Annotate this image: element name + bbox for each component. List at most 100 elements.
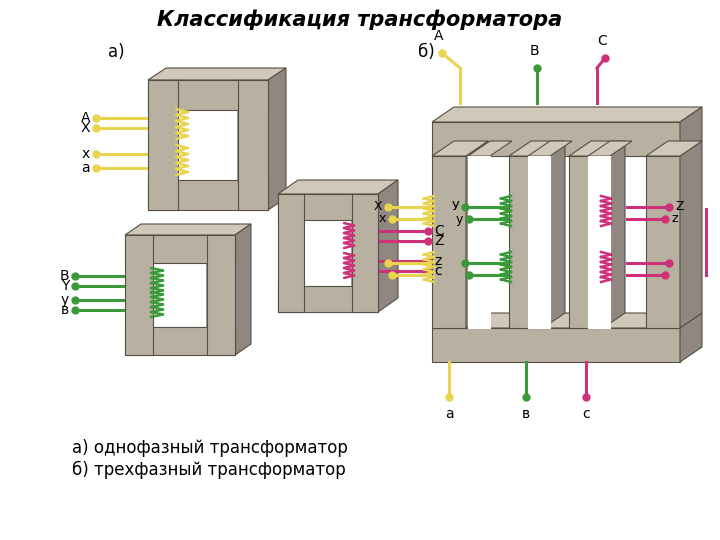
Polygon shape <box>680 141 702 328</box>
Polygon shape <box>468 141 512 156</box>
Polygon shape <box>528 156 550 328</box>
Text: A: A <box>434 29 444 43</box>
Point <box>599 53 611 62</box>
Text: б) трехфазный трансформатор: б) трехфазный трансформатор <box>72 461 346 479</box>
Polygon shape <box>466 141 488 328</box>
Text: a: a <box>445 407 454 421</box>
Text: б): б) <box>418 43 435 61</box>
Polygon shape <box>569 141 625 156</box>
Text: Z: Z <box>675 200 683 213</box>
Polygon shape <box>178 98 256 110</box>
Polygon shape <box>207 252 223 327</box>
Text: в: в <box>61 303 69 317</box>
Point <box>90 124 102 132</box>
Polygon shape <box>207 235 235 355</box>
Text: B: B <box>59 269 69 283</box>
Polygon shape <box>268 68 286 210</box>
Polygon shape <box>278 194 304 312</box>
Point <box>90 114 102 123</box>
Text: z: z <box>434 254 441 268</box>
Polygon shape <box>148 80 178 210</box>
Point <box>69 272 81 280</box>
Point <box>422 256 433 265</box>
Text: z: z <box>671 213 678 226</box>
Text: у: у <box>456 213 463 226</box>
Point <box>459 259 471 267</box>
Polygon shape <box>238 98 256 180</box>
Polygon shape <box>432 313 702 328</box>
Polygon shape <box>432 328 680 362</box>
Polygon shape <box>680 313 702 362</box>
Polygon shape <box>378 180 398 312</box>
Polygon shape <box>125 327 235 355</box>
Point <box>422 227 433 235</box>
Text: а) однофазный трансформатор: а) однофазный трансформатор <box>72 439 348 457</box>
Point <box>69 296 81 305</box>
Point <box>580 393 592 401</box>
Point <box>386 215 397 224</box>
Polygon shape <box>432 122 680 156</box>
Point <box>463 271 474 279</box>
Point <box>69 306 81 314</box>
Text: C: C <box>434 224 444 238</box>
Polygon shape <box>278 180 398 194</box>
Point <box>663 202 675 211</box>
Polygon shape <box>588 141 632 156</box>
Polygon shape <box>646 156 680 328</box>
Text: A: A <box>81 111 90 125</box>
Polygon shape <box>278 194 378 220</box>
Polygon shape <box>528 141 572 156</box>
Text: Y: Y <box>60 279 69 293</box>
Polygon shape <box>588 156 610 328</box>
Polygon shape <box>569 156 603 328</box>
Point <box>69 282 81 291</box>
Point <box>463 215 474 224</box>
Polygon shape <box>509 156 543 328</box>
Polygon shape <box>603 141 625 328</box>
Polygon shape <box>238 80 268 210</box>
Text: а): а) <box>108 43 125 61</box>
Polygon shape <box>125 235 235 263</box>
Text: Классификация трансформатора: Классификация трансформатора <box>158 10 562 30</box>
Text: c: c <box>434 264 441 278</box>
Text: У: У <box>451 200 459 213</box>
Polygon shape <box>432 107 702 122</box>
Polygon shape <box>125 235 153 355</box>
Text: y: y <box>60 293 69 307</box>
Point <box>422 267 433 275</box>
Polygon shape <box>352 194 378 312</box>
Polygon shape <box>125 224 251 235</box>
Polygon shape <box>646 141 702 156</box>
Polygon shape <box>468 156 490 328</box>
Text: B: B <box>529 44 539 58</box>
Point <box>90 150 102 158</box>
Polygon shape <box>432 141 488 156</box>
Text: X: X <box>81 121 90 135</box>
Point <box>660 271 671 279</box>
Text: C: C <box>597 34 607 48</box>
Text: Z: Z <box>434 234 444 248</box>
Polygon shape <box>148 80 268 110</box>
Point <box>436 49 448 57</box>
Point <box>422 237 433 245</box>
Polygon shape <box>235 224 251 355</box>
Polygon shape <box>148 68 286 80</box>
Polygon shape <box>680 107 702 156</box>
Text: x: x <box>379 213 386 226</box>
Text: X: X <box>374 200 382 213</box>
Point <box>531 64 543 72</box>
Point <box>90 164 102 172</box>
Point <box>660 215 671 224</box>
Polygon shape <box>278 286 378 312</box>
Polygon shape <box>153 252 223 263</box>
Point <box>382 259 394 267</box>
Point <box>521 393 532 401</box>
Polygon shape <box>509 141 565 156</box>
Text: x: x <box>82 147 90 161</box>
Point <box>386 271 397 279</box>
Polygon shape <box>543 141 565 328</box>
Polygon shape <box>304 206 372 220</box>
Point <box>459 202 471 211</box>
Text: c: c <box>582 407 590 421</box>
Text: в: в <box>522 407 530 421</box>
